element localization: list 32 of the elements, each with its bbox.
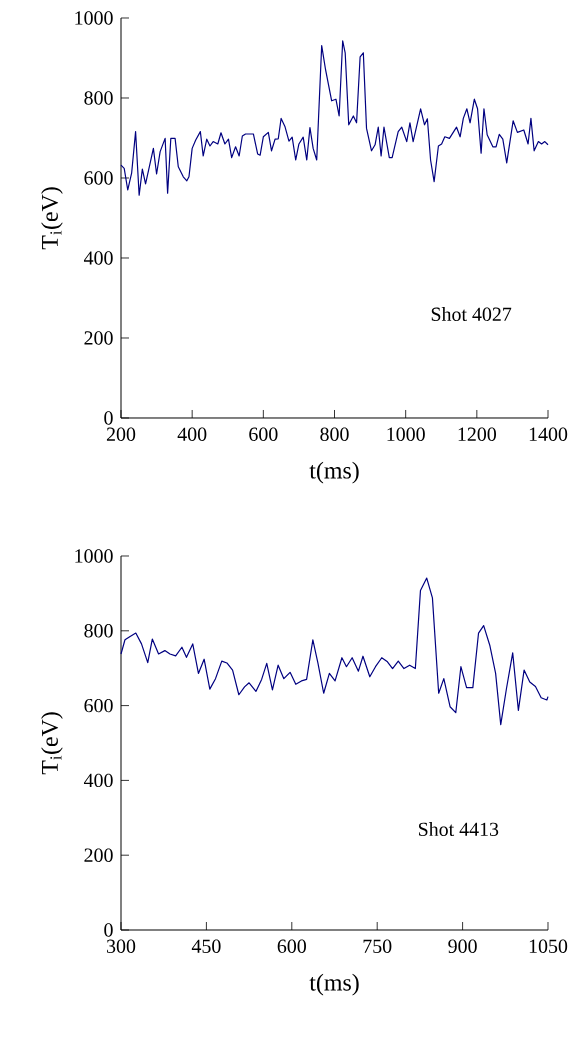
y-tick-label: 600 bbox=[84, 698, 113, 713]
x-tick-label: 750 bbox=[363, 939, 392, 953]
y-tick-label: 400 bbox=[83, 251, 113, 265]
y-tick-label: 1000 bbox=[75, 549, 113, 563]
x-tick-label: 600 bbox=[249, 427, 278, 441]
x-tick-label: 400 bbox=[177, 427, 207, 441]
y-tick-label: 0 bbox=[104, 923, 113, 937]
x-tick-label: 1200 bbox=[458, 427, 496, 441]
y-tick-label: 400 bbox=[83, 773, 113, 788]
line-series bbox=[120, 577, 549, 726]
y-tick-label: 800 bbox=[84, 624, 113, 638]
annotation: Shot 4027 bbox=[431, 306, 512, 321]
y-axis-title: T$_{i}$(eV) bbox=[41, 187, 63, 250]
x-tick-label: 1050 bbox=[529, 939, 568, 953]
x-tick-label: 800 bbox=[320, 427, 349, 441]
y-tick-label: 600 bbox=[84, 171, 113, 185]
y-axis-title: T$_{i}$(eV) bbox=[41, 712, 63, 775]
x-tick-label: 1400 bbox=[529, 427, 568, 441]
x-tick-label: 900 bbox=[448, 939, 477, 953]
y-tick-label: 0 bbox=[104, 411, 113, 425]
annotation: Shot 4413 bbox=[418, 822, 499, 837]
x-tick-label: 300 bbox=[107, 939, 136, 953]
x-tick-label: 600 bbox=[277, 939, 306, 953]
x-tick-label: 450 bbox=[191, 939, 221, 953]
y-tick-label: 1000 bbox=[75, 11, 113, 25]
y-tick-label: 200 bbox=[84, 331, 113, 345]
x-axis-title: t(ms) bbox=[309, 461, 359, 484]
x-tick-label: 1000 bbox=[387, 427, 425, 441]
y-tick-label: 200 bbox=[84, 848, 113, 862]
line-series bbox=[120, 40, 549, 196]
y-tick-label: 800 bbox=[84, 91, 113, 105]
x-axis-title: t(ms) bbox=[309, 973, 359, 996]
